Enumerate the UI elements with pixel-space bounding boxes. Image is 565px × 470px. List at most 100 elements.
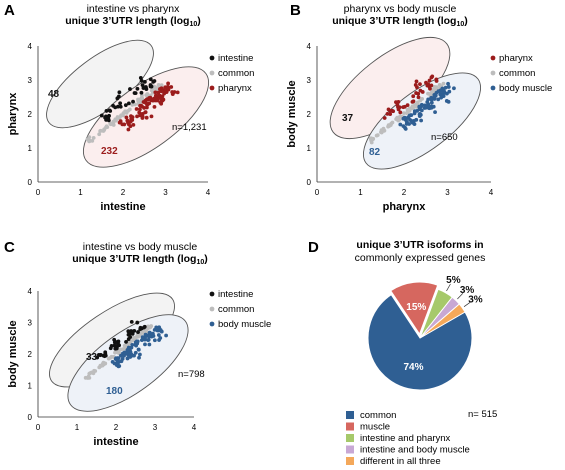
point-common-b — [432, 85, 437, 89]
point-common-b — [382, 128, 387, 133]
point-lower-b — [433, 110, 437, 115]
point-common-c — [118, 347, 123, 352]
point-lower-b — [419, 104, 424, 109]
point-lower-c — [146, 337, 151, 342]
legend-label-b: body muscle — [499, 83, 552, 94]
point-lower-b — [412, 109, 417, 114]
y-axis-label-a: pharynx — [7, 92, 19, 136]
legend-marker-b — [490, 55, 496, 61]
point-upper-b — [428, 86, 432, 91]
point-lower-a — [158, 94, 162, 98]
x-tick-label-c: 1 — [75, 423, 80, 432]
point-lower-a — [124, 115, 129, 120]
pie-leader-line — [457, 293, 464, 300]
pie-pct-label: 3% — [468, 295, 483, 306]
point-lower-b — [440, 93, 445, 98]
point-lower-c — [126, 345, 131, 350]
pie-slice-muscle — [390, 281, 439, 336]
point-common-b — [369, 137, 374, 142]
panel-b-title-line1: pharynx vs body muscle — [344, 3, 457, 15]
point-lower-b — [446, 85, 451, 89]
point-upper-b — [418, 88, 423, 93]
panel-c-title-close: ) — [204, 253, 208, 265]
pie-pct-label: 5% — [446, 275, 461, 286]
panel-a-title-sub: 10 — [189, 21, 197, 28]
point-upper-b — [396, 107, 401, 112]
point-upper-a — [142, 79, 147, 84]
point-lower-c — [122, 353, 126, 358]
panel-b-title-line2: unique 3’UTR length (log10) — [332, 15, 468, 28]
point-lower-b — [446, 99, 451, 104]
point-lower-c — [143, 332, 148, 337]
point-common-b — [429, 90, 434, 95]
point-lower-c — [147, 330, 152, 335]
x-tick-label-b: 1 — [358, 188, 363, 197]
points-a — [85, 76, 180, 144]
pie-legend-label: intestine and pharynx — [360, 433, 451, 444]
legend-label-c: common — [218, 304, 254, 315]
point-lower-b — [408, 113, 413, 118]
x-tick-label-c: 2 — [114, 423, 119, 432]
x-tick-label-a: 0 — [36, 188, 41, 197]
pie-pct-label: 15% — [406, 302, 426, 313]
legend-marker-a — [209, 85, 215, 91]
point-common-a — [121, 111, 126, 116]
point-common-a — [85, 137, 90, 142]
point-common-c — [136, 334, 141, 339]
legend-label-b: common — [499, 68, 535, 79]
point-lower-c — [164, 333, 169, 338]
y-axis-label-b: body muscle — [286, 80, 298, 147]
legend-label-b: pharynx — [499, 53, 533, 64]
x-axis-label-b: pharynx — [383, 201, 427, 213]
point-common-b — [414, 103, 419, 107]
point-common-c — [86, 374, 91, 379]
point-upper-b — [429, 83, 434, 88]
point-lower-a — [169, 85, 174, 89]
point-upper-c — [129, 319, 134, 324]
point-lower-b — [429, 100, 434, 105]
point-common-b — [420, 96, 425, 101]
point-upper-b — [388, 109, 393, 113]
x-tick-label-a: 3 — [163, 188, 168, 197]
legend-marker-c — [209, 291, 215, 297]
y-tick-label-a: 0 — [28, 178, 33, 187]
x-tick-label-b: 0 — [315, 188, 320, 197]
pie-legend-swatch — [346, 434, 354, 442]
point-upper-a — [133, 91, 138, 96]
y-tick-label-c: 2 — [28, 350, 33, 359]
point-common-b — [379, 128, 384, 132]
point-lower-c — [151, 334, 156, 338]
point-upper-a — [148, 83, 153, 87]
y-tick-label-c: 4 — [28, 287, 33, 296]
point-lower-c — [138, 352, 142, 357]
point-lower-a — [147, 97, 152, 102]
point-common-b — [369, 140, 374, 145]
points-b — [368, 74, 456, 145]
point-common-a — [108, 121, 113, 126]
point-lower-a — [126, 122, 131, 127]
point-common-c — [108, 355, 113, 360]
point-lower-c — [141, 335, 145, 340]
panel-a-title-line2: unique 3’UTR length (log10) — [65, 15, 201, 28]
point-upper-c — [103, 353, 108, 358]
point-common-a — [159, 83, 164, 87]
legend-marker-c — [209, 321, 215, 327]
legend-marker-b — [490, 85, 496, 91]
point-lower-c — [110, 359, 115, 364]
pie-layer: 74%15%5%3%3%n= 515commonmuscleintestine … — [346, 275, 497, 467]
point-upper-b — [402, 104, 407, 109]
point-lower-a — [129, 117, 134, 121]
point-common-b — [401, 111, 406, 116]
panel-a-title-line1: intestine vs pharynx — [87, 3, 181, 15]
point-lower-b — [446, 81, 450, 86]
point-upper-c — [136, 330, 140, 334]
point-lower-a — [175, 90, 180, 95]
point-lower-c — [130, 342, 135, 347]
point-lower-a — [159, 86, 164, 91]
point-lower-b — [401, 116, 406, 121]
point-upper-c — [142, 325, 146, 330]
point-upper-b — [411, 99, 416, 104]
point-upper-c — [138, 327, 143, 332]
point-lower-c — [137, 355, 141, 360]
